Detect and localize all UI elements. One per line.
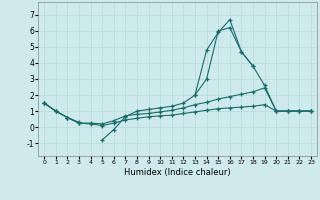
X-axis label: Humidex (Indice chaleur): Humidex (Indice chaleur) [124,168,231,177]
